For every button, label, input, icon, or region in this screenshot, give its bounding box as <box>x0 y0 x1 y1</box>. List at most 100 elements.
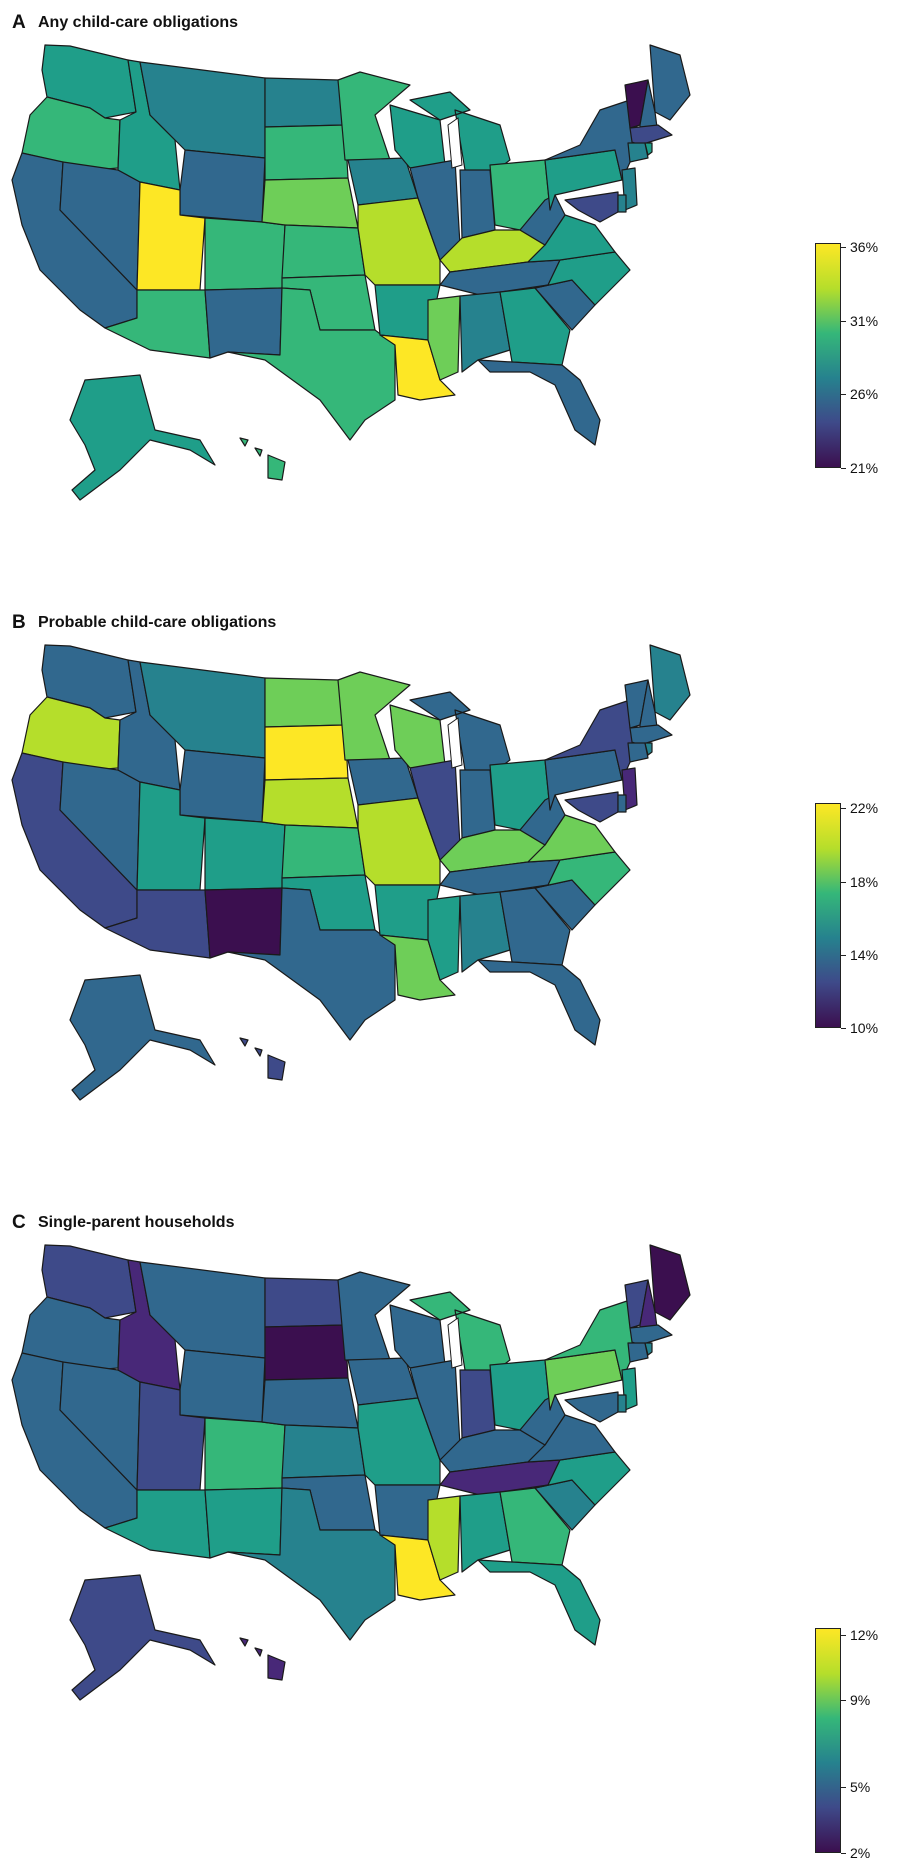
state-nebraska <box>261 1377 359 1429</box>
state-wyoming <box>179 149 266 223</box>
state-new-mexico <box>204 287 283 359</box>
state-delaware <box>617 1394 627 1413</box>
state-west-virginia <box>519 1394 566 1446</box>
choropleth-map <box>11 44 691 501</box>
state-wyoming <box>179 1349 266 1423</box>
legend-tick-label: 9% <box>850 1692 871 1709</box>
legend-tick-label: 10% <box>850 1020 879 1036</box>
panel-title: Single-parent households <box>38 1214 235 1231</box>
state-alabama <box>459 1491 511 1573</box>
legend-tick-label: 21% <box>850 460 879 476</box>
state-hawaii <box>239 1037 286 1081</box>
panel-letter: C <box>12 1212 26 1233</box>
legend-tick-label: 36% <box>850 239 879 256</box>
legend-tick-label: 31% <box>850 312 879 329</box>
state-indiana <box>459 769 496 839</box>
state-rhode-island <box>644 142 653 156</box>
state-alaska <box>69 974 216 1101</box>
state-minnesota <box>337 671 411 761</box>
state-alabama <box>459 891 511 973</box>
state-alaska <box>69 1574 216 1701</box>
legend-tick <box>841 468 846 469</box>
legend-tick-label: 5% <box>850 1779 871 1796</box>
legend-tick <box>841 247 846 249</box>
lake-michigan <box>447 117 463 169</box>
legend-tick <box>841 1700 846 1702</box>
state-mississippi <box>427 1495 461 1581</box>
state-colorado <box>204 217 286 291</box>
state-maine <box>649 44 691 121</box>
state-indiana <box>459 1369 496 1439</box>
legend-tick-label: 22% <box>850 800 879 817</box>
legend-tick-label: 14% <box>850 946 879 963</box>
state-maine <box>649 644 691 721</box>
legend-tick-label: 18% <box>850 873 879 890</box>
state-massachusetts <box>629 1324 673 1346</box>
state-west-virginia <box>519 794 566 846</box>
state-florida <box>477 1559 601 1646</box>
map-panel-b: B Probable child-care obligations 22% 18%… <box>0 600 900 1200</box>
state-north-dakota <box>264 77 346 128</box>
choropleth-map <box>11 644 691 1101</box>
state-massachusetts <box>629 124 673 146</box>
legend-tick <box>841 1028 846 1029</box>
state-mississippi <box>427 895 461 981</box>
panel-letter: A <box>12 12 26 33</box>
state-nebraska <box>261 177 359 229</box>
state-kansas <box>281 1424 366 1479</box>
state-florida <box>477 359 601 446</box>
legend-tick <box>841 394 846 396</box>
legend-tick <box>841 808 846 810</box>
state-colorado <box>204 1417 286 1491</box>
state-maryland <box>564 191 619 223</box>
state-rhode-island <box>644 742 653 756</box>
state-georgia <box>499 887 571 966</box>
state-minnesota <box>337 1271 411 1361</box>
state-georgia <box>499 1487 571 1566</box>
state-hawaii <box>239 1637 286 1681</box>
state-north-dakota <box>264 1277 346 1328</box>
state-hawaii <box>239 437 286 481</box>
state-texas <box>227 887 396 1041</box>
lake-michigan <box>447 717 463 769</box>
state-florida <box>477 959 601 1046</box>
legend-tick-label: 12% <box>850 1626 879 1643</box>
state-rhode-island <box>644 1342 653 1356</box>
colorbar <box>815 803 841 1028</box>
state-new-mexico <box>204 1487 283 1559</box>
state-maryland <box>564 791 619 823</box>
state-texas <box>227 1487 396 1641</box>
colorbar <box>815 243 841 468</box>
legend-tick <box>841 1634 846 1636</box>
state-kansas <box>281 224 366 279</box>
state-north-dakota <box>264 677 346 728</box>
state-minnesota <box>337 71 411 161</box>
state-connecticut <box>627 142 649 163</box>
legend-tick <box>841 881 846 883</box>
state-connecticut <box>627 1342 649 1363</box>
state-indiana <box>459 169 496 239</box>
panel-title: Probable child-care obligations <box>38 614 277 631</box>
panel-letter: B <box>12 612 26 633</box>
state-alaska <box>69 374 216 501</box>
state-delaware <box>617 194 627 213</box>
state-georgia <box>499 287 571 366</box>
state-texas <box>227 287 396 441</box>
state-colorado <box>204 817 286 891</box>
panel-title: Any child-care obligations <box>38 14 239 31</box>
state-massachusetts <box>629 724 673 746</box>
state-alabama <box>459 291 511 373</box>
state-delaware <box>617 794 627 813</box>
choropleth-map <box>11 1244 691 1701</box>
state-south-dakota <box>264 124 349 181</box>
state-kansas <box>281 824 366 879</box>
state-maryland <box>564 1391 619 1423</box>
legend-tick-label: 2% <box>850 1845 871 1861</box>
state-west-virginia <box>519 194 566 246</box>
legend-tick-label: 26% <box>850 386 879 403</box>
state-south-dakota <box>264 724 349 781</box>
state-maine <box>649 1244 691 1321</box>
lake-michigan <box>447 1317 463 1369</box>
state-wyoming <box>179 749 266 823</box>
legend-tick <box>841 1787 846 1789</box>
